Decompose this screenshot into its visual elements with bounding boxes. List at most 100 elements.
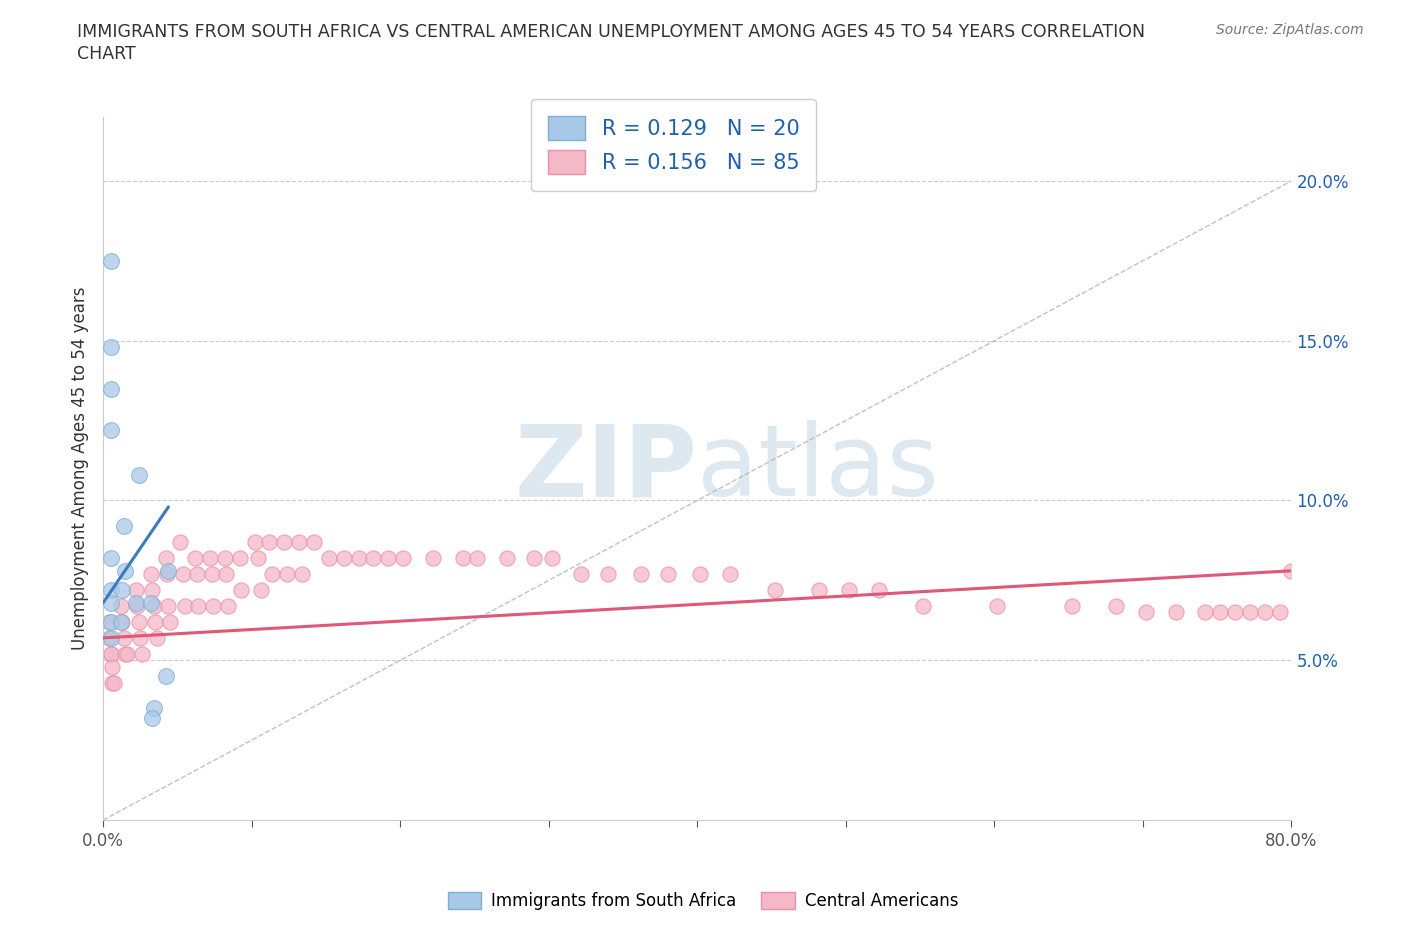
- Point: [838, 582, 860, 597]
- Point: [169, 535, 191, 550]
- Point: [332, 551, 354, 565]
- Point: [214, 551, 236, 565]
- Point: [231, 582, 253, 597]
- Point: [141, 711, 163, 725]
- Point: [198, 551, 221, 565]
- Point: [112, 519, 135, 534]
- Legend: Immigrants from South Africa, Central Americans: Immigrants from South Africa, Central Am…: [441, 885, 965, 917]
- Point: [571, 566, 593, 581]
- Point: [202, 599, 225, 614]
- Point: [111, 582, 134, 597]
- Point: [1194, 604, 1216, 619]
- Point: [1281, 564, 1303, 578]
- Point: [125, 582, 148, 597]
- Point: [1254, 604, 1277, 619]
- Point: [1223, 604, 1246, 619]
- Point: [159, 615, 181, 630]
- Point: [422, 551, 444, 565]
- Point: [347, 551, 370, 565]
- Point: [111, 615, 134, 630]
- Point: [259, 535, 281, 550]
- Point: [112, 631, 135, 645]
- Point: [868, 582, 890, 597]
- Point: [912, 599, 935, 614]
- Point: [145, 631, 167, 645]
- Text: IMMIGRANTS FROM SOUTH AFRICA VS CENTRAL AMERICAN UNEMPLOYMENT AMONG AGES 45 TO 5: IMMIGRANTS FROM SOUTH AFRICA VS CENTRAL …: [77, 23, 1146, 41]
- Point: [243, 535, 266, 550]
- Point: [1135, 604, 1157, 619]
- Point: [103, 675, 125, 690]
- Point: [100, 253, 122, 268]
- Point: [184, 551, 207, 565]
- Point: [246, 551, 269, 565]
- Point: [139, 566, 162, 581]
- Text: Source: ZipAtlas.com: Source: ZipAtlas.com: [1216, 23, 1364, 37]
- Point: [467, 551, 489, 565]
- Text: ZIP: ZIP: [515, 420, 697, 517]
- Point: [100, 381, 122, 396]
- Point: [142, 599, 165, 614]
- Point: [1209, 604, 1232, 619]
- Point: [523, 551, 546, 565]
- Point: [249, 582, 271, 597]
- Point: [392, 551, 415, 565]
- Point: [100, 423, 122, 438]
- Y-axis label: Unemployment Among Ages 45 to 54 years: Unemployment Among Ages 45 to 54 years: [72, 286, 89, 650]
- Point: [125, 595, 148, 610]
- Point: [451, 551, 474, 565]
- Point: [110, 615, 132, 630]
- Point: [187, 599, 209, 614]
- Point: [100, 615, 122, 630]
- Text: CHART: CHART: [77, 45, 136, 62]
- Legend: R = 0.129   N = 20, R = 0.156   N = 85: R = 0.129 N = 20, R = 0.156 N = 85: [531, 100, 815, 191]
- Point: [217, 599, 239, 614]
- Text: atlas: atlas: [697, 420, 939, 517]
- Point: [363, 551, 385, 565]
- Point: [141, 582, 163, 597]
- Point: [630, 566, 652, 581]
- Point: [718, 566, 741, 581]
- Point: [100, 646, 122, 661]
- Point: [114, 646, 136, 661]
- Point: [100, 339, 122, 354]
- Point: [155, 551, 177, 565]
- Point: [598, 566, 620, 581]
- Point: [262, 566, 284, 581]
- Point: [229, 551, 252, 565]
- Point: [156, 566, 179, 581]
- Point: [1060, 599, 1083, 614]
- Point: [101, 675, 124, 690]
- Point: [215, 566, 238, 581]
- Point: [98, 615, 121, 630]
- Point: [100, 631, 122, 645]
- Point: [100, 551, 122, 565]
- Point: [98, 631, 121, 645]
- Point: [200, 566, 222, 581]
- Point: [689, 566, 711, 581]
- Point: [143, 615, 166, 630]
- Point: [302, 535, 325, 550]
- Point: [100, 595, 122, 610]
- Point: [1268, 604, 1291, 619]
- Point: [1164, 604, 1187, 619]
- Point: [100, 582, 122, 597]
- Point: [142, 701, 165, 716]
- Point: [157, 599, 180, 614]
- Point: [128, 468, 150, 483]
- Point: [273, 535, 295, 550]
- Point: [540, 551, 562, 565]
- Point: [114, 564, 136, 578]
- Point: [100, 646, 122, 661]
- Point: [139, 595, 162, 610]
- Point: [115, 646, 138, 661]
- Point: [129, 631, 152, 645]
- Point: [157, 564, 180, 578]
- Point: [657, 566, 679, 581]
- Point: [496, 551, 519, 565]
- Point: [110, 599, 132, 614]
- Point: [1105, 599, 1128, 614]
- Point: [172, 566, 194, 581]
- Point: [808, 582, 831, 597]
- Point: [1239, 604, 1261, 619]
- Point: [127, 599, 149, 614]
